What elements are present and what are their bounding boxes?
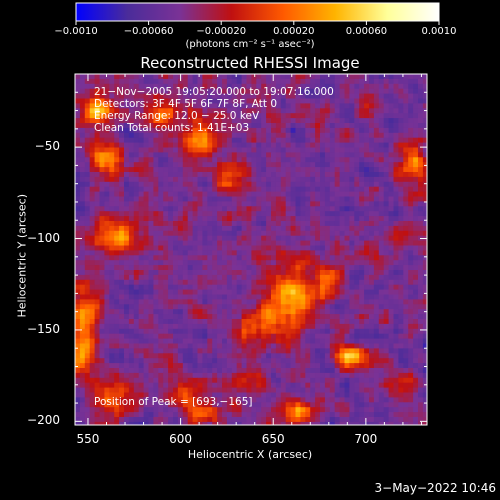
peak-position-annotation: Position of Peak = [693,−165]	[94, 396, 253, 408]
axis-ticks	[75, 73, 427, 425]
chart-title: Reconstructed RHESSI Image	[140, 54, 360, 72]
y-tick-label: −50	[34, 139, 60, 154]
x-tick-label: 650	[261, 432, 285, 446]
colorbar-gradient	[75, 2, 440, 22]
clean-counts-annotation: Clean Total counts: 1.41E+03	[94, 122, 250, 134]
plot-frame	[74, 73, 428, 426]
rhessi-image	[75, 74, 427, 425]
detectors-annotation: Detectors: 3F 4F 5F 6F 7F 8F, Att 0	[94, 98, 278, 110]
colorbar-units: (photons cm⁻² s⁻¹ asec⁻²)	[185, 39, 315, 50]
colorbar-tick-label: −0.00060	[123, 26, 174, 37]
colorbar-tick-label: −0.0010	[54, 26, 98, 37]
x-axis-label: Heliocentric X (arcsec)	[187, 448, 313, 461]
x-tick-label: 550	[76, 432, 100, 446]
x-tick-label: 600	[169, 432, 193, 446]
colorbar	[75, 2, 440, 25]
y-tick-label: −100	[27, 230, 60, 245]
x-tick-label: 700	[354, 432, 378, 446]
time-range-annotation: 21−Nov−2005 19:05:20.000 to 19:07:16.000	[94, 86, 334, 98]
colorbar-tick-label: 0.00060	[345, 26, 388, 37]
colorbar-tick-label: 0.0010	[421, 26, 457, 37]
colorbar-tick-label: 0.00020	[273, 26, 315, 37]
plot-date-stamp: 3−May−2022 10:46	[374, 481, 497, 495]
y-tick-label: −200	[27, 413, 60, 428]
y-axis-label: Heliocentric Y (arcsec)	[15, 193, 29, 318]
colorbar-tick-label: −0.00020	[196, 26, 247, 37]
y-tick-label: −150	[27, 321, 60, 336]
energy-range-annotation: Energy Range: 12.0 − 25.0 keV	[94, 110, 260, 122]
